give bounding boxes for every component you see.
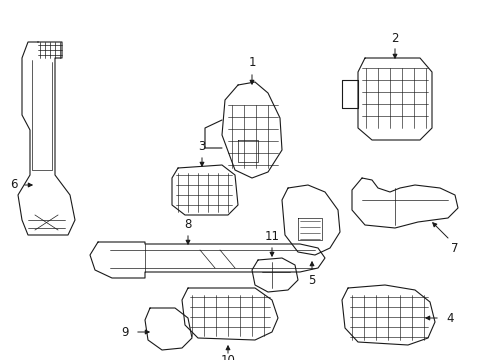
Text: 2: 2 [390,31,398,45]
Text: 6: 6 [10,179,18,192]
Text: 5: 5 [307,274,315,287]
Text: 10: 10 [220,354,235,360]
Text: 1: 1 [248,57,255,69]
Text: 7: 7 [450,242,458,255]
Text: 9: 9 [121,325,128,338]
Text: 8: 8 [184,219,191,231]
Text: 4: 4 [446,311,453,324]
Text: 3: 3 [198,140,205,153]
Text: 11: 11 [264,230,279,243]
